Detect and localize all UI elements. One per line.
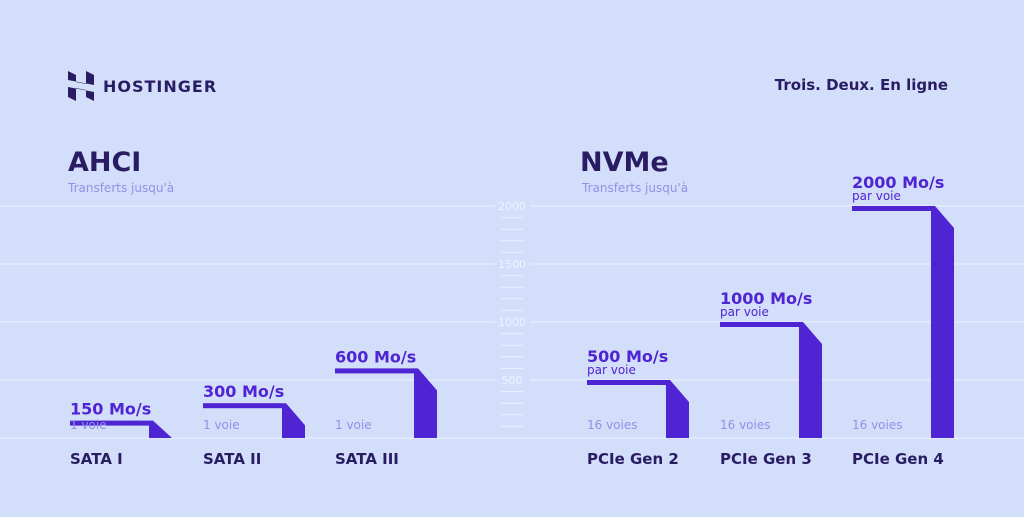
bar-ledge [335,368,414,374]
nvme-title: NVMe [580,147,669,178]
value-label: 150 Mo/s [70,400,151,419]
bar-ledge [852,206,931,211]
lanes-label: 1 voie [70,418,107,432]
bar-ledge [203,403,282,409]
category-label: PCIe Gen 2 [587,450,679,468]
y-tick-label: 500 [502,374,523,387]
value-note: par voie [852,189,901,203]
bar-ledge [70,420,149,426]
lanes-label: 1 voie [203,418,240,432]
lanes-label: 16 voies [720,418,771,432]
value-note: par voie [587,363,636,377]
lanes-label: 16 voies [587,418,638,432]
value-label: 300 Mo/s [203,382,284,401]
bar [414,368,437,438]
hostinger-h-icon [68,71,94,101]
bar [282,403,305,438]
y-tick-label: 1000 [498,316,526,329]
value-label: 2000 Mo/s [852,173,944,192]
bar-ledge [720,322,799,327]
category-label: SATA III [335,450,399,468]
bar [666,380,689,438]
bar [931,206,954,438]
lanes-label: 16 voies [852,418,903,432]
brand-name: HOSTINGER [103,76,218,96]
category-label: SATA I [70,450,123,468]
bar [149,420,172,438]
nvme-subtitle: Transferts jusqu'à [582,181,689,195]
category-label: PCIe Gen 3 [720,450,812,468]
category-label: PCIe Gen 4 [852,450,944,468]
ahci-subtitle: Transferts jusqu'à [68,181,175,195]
ahci-title: AHCI [68,147,142,178]
y-tick-label: 2000 [498,200,526,213]
y-tick-label: 1500 [498,258,526,271]
bar-ledge [587,380,666,385]
value-label: 1000 Mo/s [720,289,812,308]
value-label: 500 Mo/s [587,347,668,366]
category-label: SATA II [203,450,261,468]
value-note: par voie [720,305,769,319]
lanes-label: 1 voie [335,418,372,432]
hostinger-logo: HOSTINGER [68,71,217,101]
bar [799,322,822,438]
value-label: 600 Mo/s [335,347,416,366]
tagline: Trois. Deux. En ligne [774,76,948,94]
